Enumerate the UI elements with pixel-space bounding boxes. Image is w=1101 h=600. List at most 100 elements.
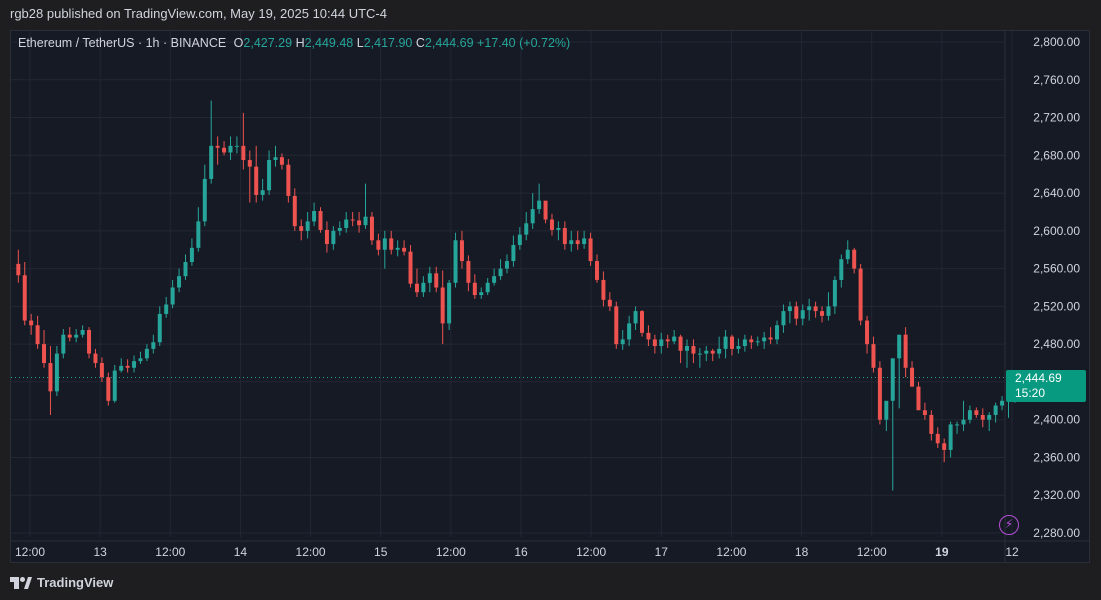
y-tick-label: 2,280.00 [1033, 526, 1080, 540]
candle-body [588, 238, 593, 262]
candle [852, 247, 857, 274]
candle-body [54, 353, 59, 392]
candle [292, 188, 297, 231]
low-label: L [356, 36, 364, 50]
candle [234, 136, 239, 154]
candle [569, 230, 574, 252]
candle [504, 254, 509, 274]
candle-body [472, 282, 477, 296]
candle [633, 306, 638, 330]
chart-panel[interactable] [10, 30, 1090, 563]
price-axis[interactable]: 2,800.00 2,760.00 2,720.00 2,680.00 2,640.00… [1033, 35, 1080, 540]
candle [376, 233, 381, 256]
candle [485, 278, 490, 296]
candle [967, 405, 972, 424]
candle-body [67, 334, 72, 338]
candle [459, 230, 464, 269]
symbol-name[interactable]: Ethereum / TetherUS · 1h · BINANCE [18, 36, 227, 50]
last-price-tag: 2,444.69 15:20 [1006, 370, 1086, 402]
candle [112, 364, 117, 403]
candle [922, 402, 927, 420]
candle-body [485, 282, 490, 293]
candle [903, 327, 908, 378]
candle-body [575, 240, 580, 245]
candle-body [132, 361, 137, 368]
candle [787, 301, 792, 324]
candle-body [125, 365, 130, 368]
candle-body [215, 145, 220, 148]
candle-body [614, 306, 619, 345]
candle-body [48, 363, 53, 392]
y-tick-label: 2,640.00 [1033, 186, 1080, 200]
candle-body [781, 311, 786, 326]
candle [273, 145, 278, 167]
candle [871, 336, 876, 373]
candle [672, 329, 677, 345]
candle [324, 221, 329, 253]
candles [16, 100, 1017, 491]
candle-body [273, 157, 278, 161]
candle [209, 100, 214, 184]
candle [1000, 396, 1005, 411]
candle-body [376, 240, 381, 250]
candle-body [537, 200, 542, 210]
time-axis[interactable]: 12:00 13 12:00 14 12:00 15 12:00 16 12:00 17 12:00… [15, 545, 1019, 559]
candle-body [556, 228, 561, 230]
candle-body [916, 386, 921, 411]
candle [427, 266, 432, 293]
candle-body [929, 414, 934, 434]
candle [890, 358, 895, 491]
candle-body [350, 219, 355, 221]
candle-body [601, 279, 606, 300]
candle [524, 211, 529, 241]
candle [29, 313, 34, 335]
candle-body [164, 304, 169, 314]
candle-body [607, 299, 612, 307]
candle-body [93, 353, 98, 364]
candle [845, 240, 850, 264]
candle [942, 438, 947, 463]
candle [106, 372, 111, 406]
candle-body [691, 346, 696, 354]
tradingview-logo[interactable]: TradingView [10, 575, 113, 590]
candle [151, 334, 156, 354]
candle-body [736, 346, 741, 349]
y-tick-label: 2,760.00 [1033, 73, 1080, 87]
candle-body [640, 311, 644, 333]
candle [447, 279, 452, 330]
candle-body [993, 405, 998, 415]
symbol-legend: Ethereum / TetherUS · 1h · BINANCE O2,42… [18, 36, 570, 50]
candle [16, 249, 21, 283]
candle-body [865, 320, 870, 345]
candle [685, 339, 689, 368]
candle [678, 334, 683, 364]
candle-body [447, 282, 452, 324]
candle [993, 402, 998, 423]
candle-body [672, 336, 677, 342]
candle [344, 211, 349, 233]
candle-body [903, 334, 908, 368]
candle-body [717, 348, 722, 354]
candle-body [440, 287, 445, 324]
candle-body [504, 261, 509, 269]
candle [228, 136, 233, 161]
candle-body [222, 147, 227, 153]
candle [215, 136, 220, 165]
candle [549, 213, 554, 236]
candle [183, 254, 188, 280]
candle [125, 359, 130, 373]
candle [884, 400, 889, 432]
lightning-icon[interactable]: ⚡ [999, 515, 1019, 535]
candle [254, 145, 259, 203]
candle [369, 211, 374, 246]
candle-body [267, 160, 272, 191]
candle [813, 301, 818, 318]
candle [414, 268, 419, 297]
candle-body [395, 247, 400, 250]
candle [93, 348, 98, 368]
candle-body [935, 433, 940, 444]
last-price-value: 2,444.69 [1015, 371, 1062, 385]
candle-body [254, 166, 259, 195]
candle-body [768, 337, 773, 340]
